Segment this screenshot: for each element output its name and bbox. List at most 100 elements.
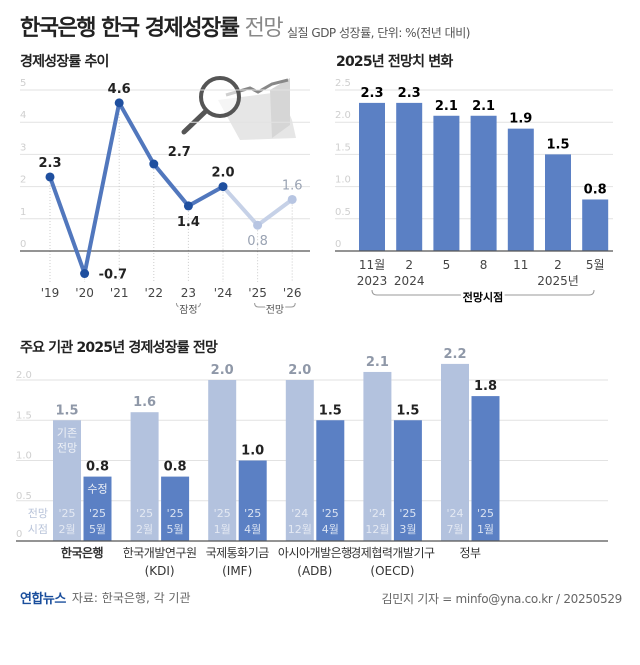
previous-forecast-bar	[363, 371, 392, 541]
bar	[470, 115, 497, 251]
bar	[582, 199, 609, 251]
forecast-date-month: 7월	[446, 523, 463, 536]
data-label: 2.0	[211, 166, 234, 181]
bar-value-label: 1.6	[133, 395, 156, 410]
forecast-date-month: 2월	[58, 523, 75, 536]
previous-forecast-bar	[130, 412, 159, 541]
bar-value-label: 2.3	[398, 86, 421, 101]
bar-value-label: 1.5	[55, 403, 78, 418]
forecast-date-year: '25	[244, 507, 261, 520]
forecast-date-year: '25	[136, 507, 153, 520]
annotation-label: 잠정	[179, 304, 197, 316]
bar-value-label: 0.8	[164, 460, 187, 475]
y-tick-label: 0	[20, 239, 26, 250]
bar-value-label: 2.2	[443, 347, 466, 362]
forecast-date-year: '25	[89, 507, 106, 520]
category-label: 한국은행	[61, 545, 104, 560]
data-label: -0.7	[99, 268, 127, 283]
bar	[507, 128, 534, 251]
bar	[545, 154, 571, 251]
bar-value-label: 2.1	[435, 99, 458, 114]
forecast-date-month: 3월	[399, 523, 416, 536]
revised-forecast-bar	[238, 460, 267, 541]
data-point	[45, 172, 55, 182]
forecast-date-month: 4월	[244, 523, 261, 536]
y-tick-label: 2.0	[335, 110, 351, 121]
x-tick-year: 2024	[394, 274, 425, 288]
bar-value-label: 2.0	[288, 363, 311, 378]
category-abbrev: (ADB)	[297, 564, 332, 578]
y-tick-label: 0	[335, 239, 341, 250]
forecast-date-month: 2월	[136, 523, 153, 536]
title-light: 전망	[244, 16, 284, 41]
y-tick-label: 1.0	[335, 175, 351, 186]
previous-forecast-bar	[53, 420, 81, 541]
subtitle: 실질 GDP 성장률, 단위: %(전년 대비)	[287, 26, 470, 40]
x-tick-label: 11월	[359, 258, 385, 272]
x-tick-label: '25	[248, 286, 267, 300]
x-tick-year: 2025년	[537, 274, 579, 288]
y-tick-label: 1.0	[16, 451, 32, 462]
forecast-date-month: 5월	[167, 523, 184, 536]
forecast-date-year: '24	[446, 507, 463, 520]
revised-forecast-bar	[161, 476, 190, 541]
credit-text: 김민지 기자 = minfo@yna.co.kr / 20250529	[381, 592, 623, 606]
category-abbrev: (KDI)	[145, 564, 175, 578]
data-point	[149, 159, 159, 169]
forecast-date-month: 1월	[477, 523, 494, 536]
x-axis-label: 전망시점	[463, 290, 503, 304]
data-point	[287, 194, 297, 204]
x-tick-label: '21	[110, 286, 129, 300]
category-label: 경제협력개발기구	[350, 546, 435, 560]
bar	[359, 102, 385, 251]
y-tick-label: 0.5	[335, 207, 351, 218]
forecast-date-month: 1월	[214, 523, 231, 536]
forecast-date-year: '25	[477, 507, 494, 520]
bar-value-label: 0.8	[86, 460, 109, 475]
data-point	[183, 201, 193, 211]
forecast-date-month: 12월	[365, 523, 389, 536]
x-tick-year: 2023	[357, 274, 388, 288]
category-label: 아시아개발은행	[278, 545, 352, 560]
series-label: 수정	[87, 483, 107, 496]
forecast-date-year: '25	[58, 507, 75, 520]
bar-value-label: 2.1	[366, 355, 389, 370]
forecast-date-month: 5월	[89, 523, 106, 536]
bracket	[175, 302, 201, 308]
x-tick-label: 11	[513, 258, 528, 272]
category-label: 국제통화기금	[206, 546, 270, 560]
bar-value-label: 1.9	[509, 112, 532, 127]
forecast-date-year: '24	[369, 507, 386, 520]
revised-forecast-bar	[393, 420, 422, 541]
y-tick-label: 2.5	[335, 78, 351, 89]
x-tick-label: 8	[480, 258, 488, 272]
bar-value-label: 1.0	[241, 444, 264, 459]
revised-forecast-bar	[83, 476, 112, 541]
institution-chart-title: 주요 기관 2025년 경제성장률 전망	[20, 340, 218, 356]
bar-value-label: 1.8	[474, 379, 497, 394]
x-tick-label: 5	[443, 258, 451, 272]
line-chart-title: 경제성장률 추이	[20, 54, 109, 70]
x-tick-label: 23	[181, 286, 196, 300]
bar	[396, 102, 423, 251]
category-abbrev: (IMF)	[222, 564, 252, 578]
title-bold: 한국은행 한국 경제성장률	[20, 16, 240, 41]
previous-forecast-bar	[208, 380, 237, 541]
bar-value-label: 1.5	[396, 403, 419, 418]
forecast-bar-chart: 0 0.5 1.0 1.5 2.0 2.5 2.3 11월 2023 2.3 2 2024 2.1 5 2.…	[335, 78, 613, 307]
bar	[433, 115, 460, 251]
source-text: 자료: 한국은행, 각 기관	[71, 591, 191, 605]
data-point	[218, 182, 228, 192]
bracket	[254, 302, 296, 308]
previous-forecast-bar	[441, 363, 469, 541]
data-point	[114, 98, 124, 108]
bar-chart-title: 2025년 전망치 변화	[336, 54, 453, 70]
y-tick-label: 0	[16, 529, 22, 540]
data-label: 2.3	[38, 156, 61, 171]
forecast-date-year: '25	[399, 507, 416, 520]
x-tick-label: 5월	[586, 258, 605, 272]
x-tick-label: 2	[405, 258, 413, 272]
